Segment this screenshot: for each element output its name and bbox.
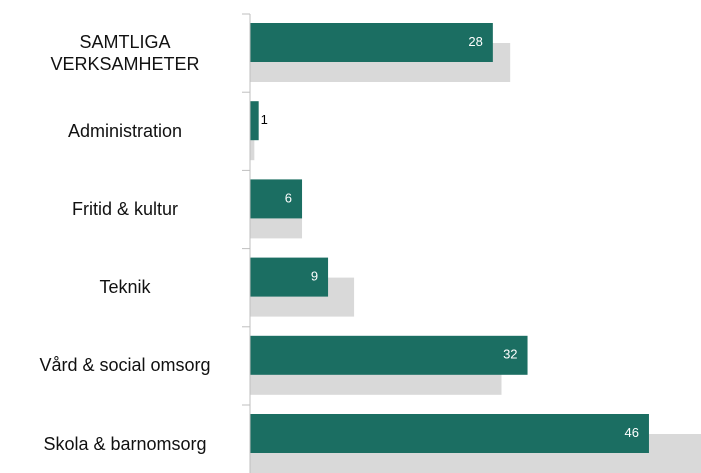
category-label: Skola & barnomsorg xyxy=(43,433,207,454)
data-label: 32 xyxy=(503,347,517,362)
category-label: SAMTLIGA VERKSAMHETER xyxy=(50,31,200,74)
category-label: Vård & social omsorg xyxy=(39,355,211,376)
category-label: Fritid & kultur xyxy=(71,198,179,219)
category-label: Teknik xyxy=(99,277,151,298)
data-label: 9 xyxy=(311,269,318,284)
data-label: 28 xyxy=(468,34,482,49)
data-label: 1 xyxy=(261,112,268,127)
bar xyxy=(250,23,493,62)
category-label: Administration xyxy=(67,120,183,141)
bar xyxy=(250,101,259,141)
bar xyxy=(250,335,528,375)
data-label: 46 xyxy=(624,425,638,440)
bar xyxy=(250,257,329,297)
bar xyxy=(250,179,303,219)
bar xyxy=(250,121,255,161)
data-label: 6 xyxy=(285,190,292,205)
bar xyxy=(250,414,649,453)
